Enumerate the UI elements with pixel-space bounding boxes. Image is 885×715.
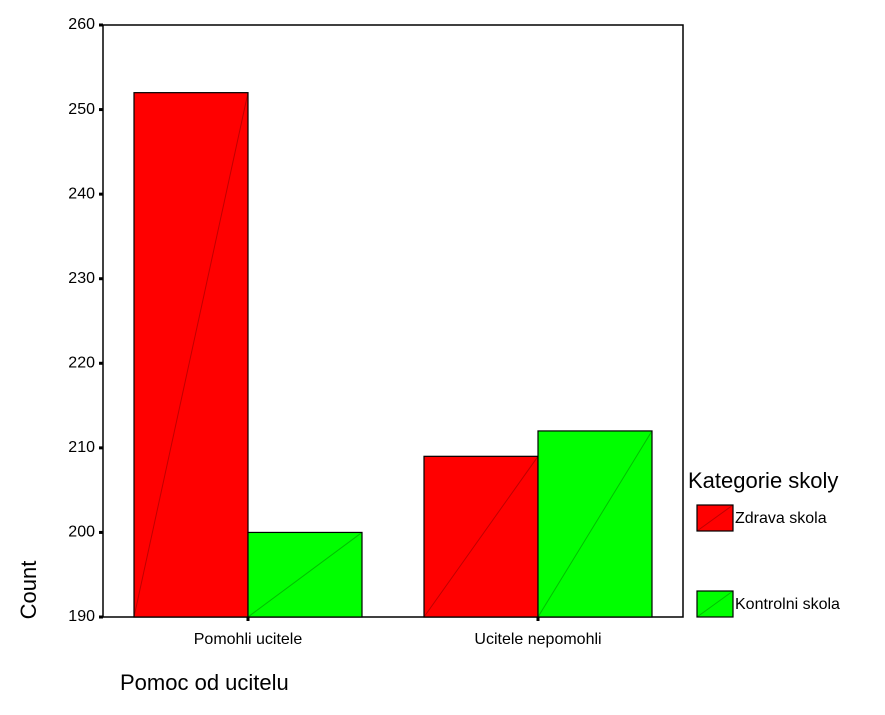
legend-label: Kontrolni skola	[735, 596, 840, 613]
legend-hatch	[696, 504, 734, 532]
y-tick-label: 250	[68, 101, 95, 118]
x-axis-label: Pomoc od ucitelu	[120, 670, 289, 695]
y-tick-label: 230	[68, 270, 95, 287]
legend-swatch	[696, 504, 734, 532]
bar-hatch	[133, 92, 249, 618]
bar-hatch	[247, 532, 363, 618]
y-tick-label: 220	[68, 355, 95, 372]
legend-swatch	[696, 590, 734, 618]
bar	[423, 455, 539, 618]
y-tick-label: 210	[68, 439, 95, 456]
bar	[247, 531, 363, 618]
x-tick-label: Ucitele nepomohli	[474, 631, 601, 648]
bar	[133, 92, 249, 618]
bar-hatch	[537, 430, 653, 618]
legend-title: Kategorie skoly	[688, 468, 838, 493]
y-tick-label: 260	[68, 16, 95, 33]
bar-hatch	[423, 456, 539, 618]
legend-label: Zdrava skola	[735, 510, 827, 527]
y-tick-label: 240	[68, 185, 95, 202]
legend-hatch	[696, 590, 734, 618]
x-tick-label: Pomohli ucitele	[194, 631, 303, 648]
y-tick-label: 190	[68, 608, 95, 625]
bar	[537, 430, 653, 618]
y-axis-label: Count	[16, 561, 41, 620]
y-tick-label: 200	[68, 524, 95, 541]
